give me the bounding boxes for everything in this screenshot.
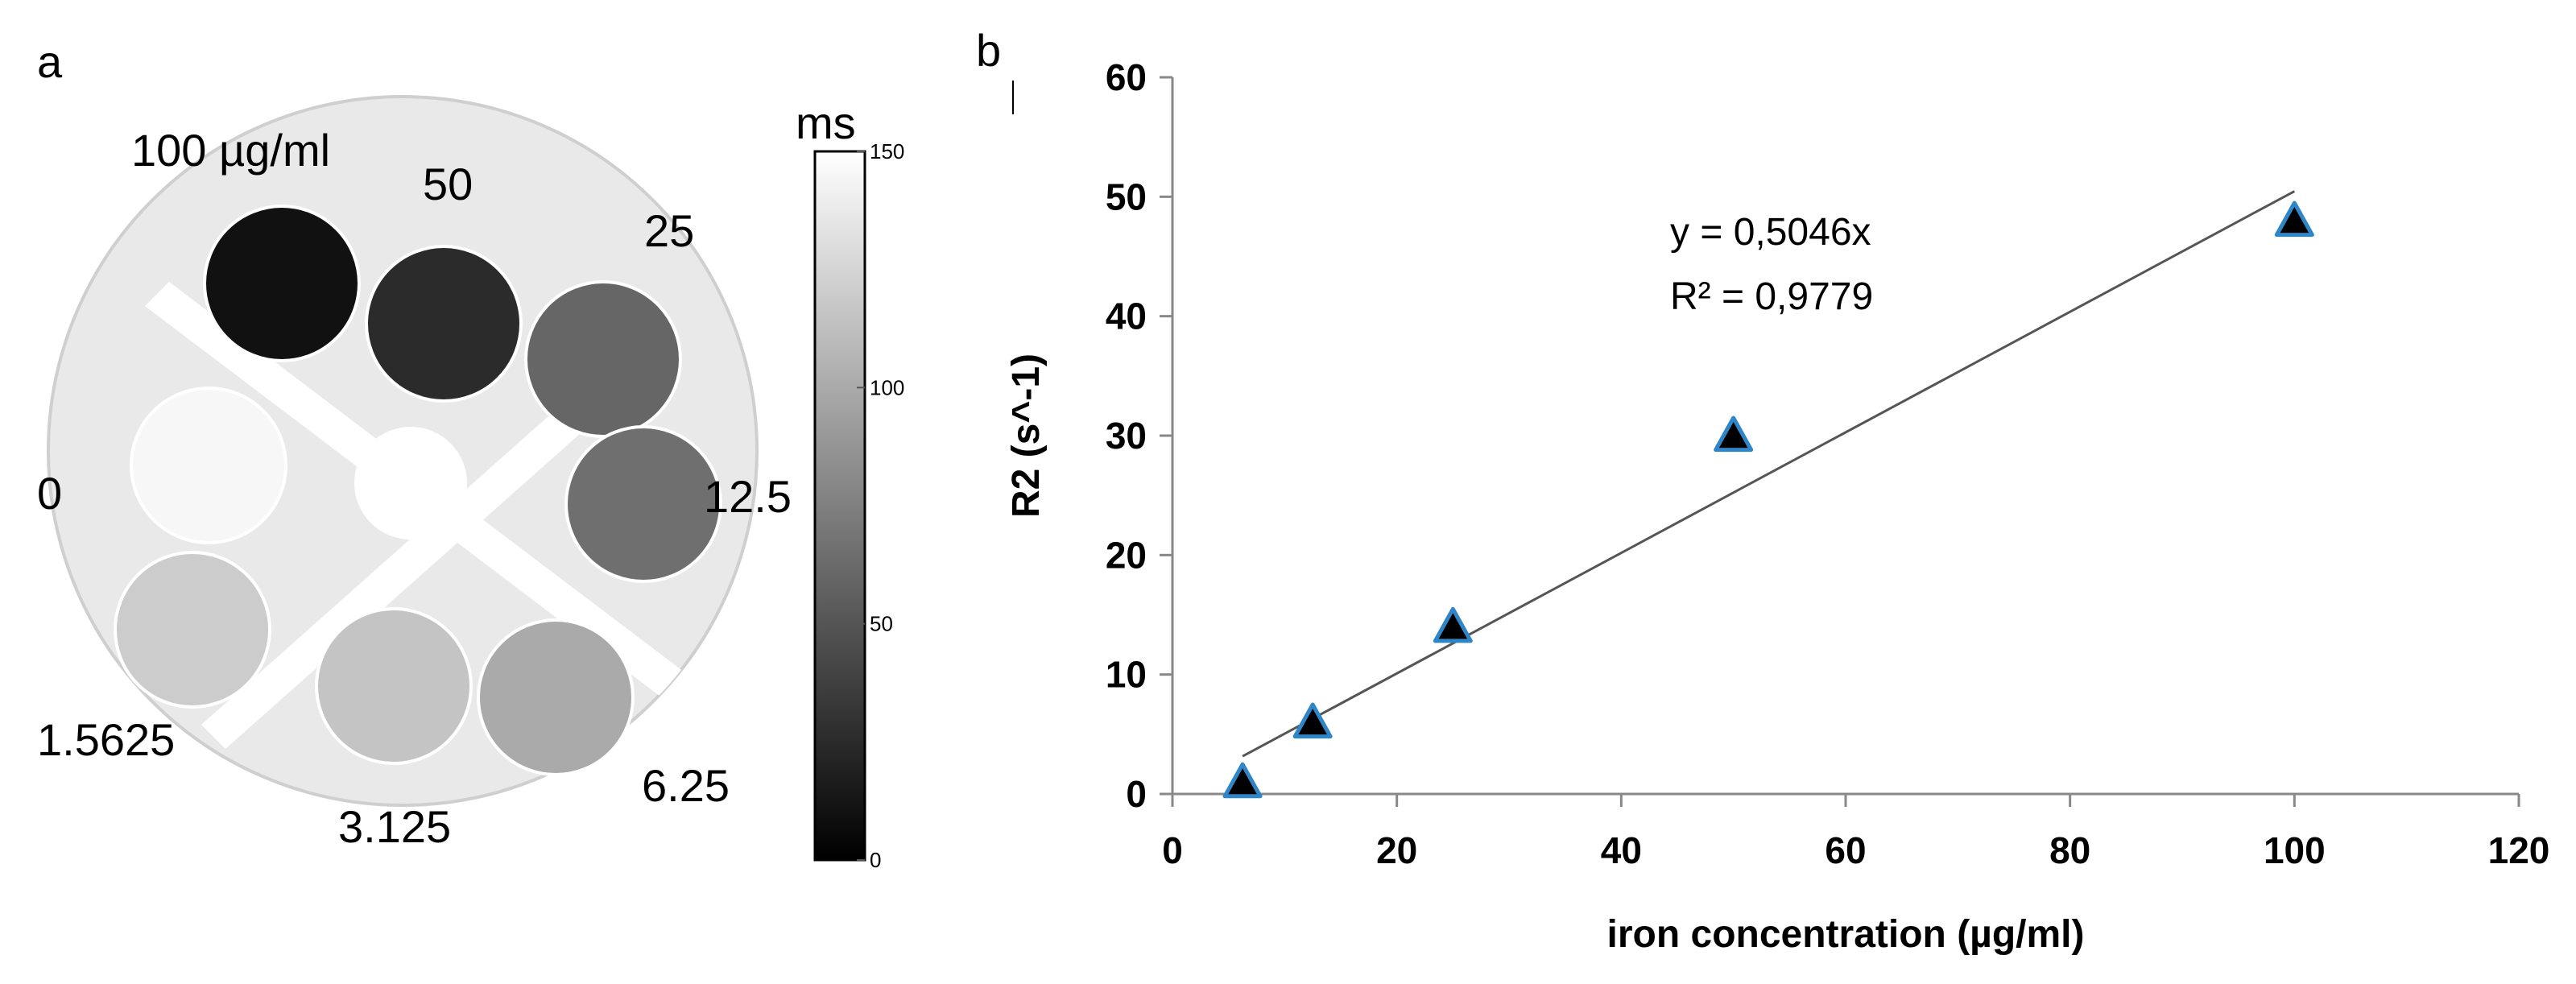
y-tick-label: 10 [1106,654,1147,696]
trendline-group [1242,190,2296,758]
x-tick-label: 40 [1601,829,1642,871]
x-axis-title: iron concentration (µg/ml) [1607,913,2085,956]
trendline [1242,190,2296,758]
colorbar-tick-label: 50 [870,612,893,636]
conc-label-12-5: 12.5 [704,471,792,522]
x-tick-label: 80 [2049,829,2090,871]
phantom-disc [47,95,759,807]
conc-label-0: 0 [37,468,62,519]
x-tick-label: 60 [1825,829,1866,871]
y-tick-label: 30 [1106,415,1147,457]
x-tick-label: 120 [2488,829,2550,871]
well-1-5625 [114,551,271,709]
separator-bar-cross [201,403,588,749]
y-tick-label: 0 [1126,773,1147,815]
panel-b: b 0 10 20 30 40 50 60 0 20 40 60 80 100 120 y = 0,50… [976,25,2549,956]
conc-label-25: 25 [644,205,694,256]
x-ticks: 0 20 40 60 80 100 120 [1162,794,2549,871]
colorbar-gradient [813,150,866,862]
x-tick-label: 0 [1162,829,1183,871]
conc-label-1-5625: 1.5625 [37,714,175,765]
x-tick-label: 100 [2264,829,2326,871]
colorbar-tick-label: 150 [870,139,904,163]
data-points [1222,201,2314,799]
panel-b-label: b [976,25,1001,76]
panel-a-label: a [37,36,63,87]
colorbar-ticks: 150 100 50 0 [857,139,904,872]
colorbar-tick-label: 100 [870,375,904,399]
data-point-triangle [2274,201,2314,238]
well-50 [365,245,523,403]
well-0 [130,387,287,544]
data-point-triangle [1433,606,1473,643]
conc-label-6-25: 6.25 [642,760,730,811]
well-25 [524,280,682,438]
data-point-triangle [1222,762,1263,799]
well-100 [203,205,361,362]
data-point-triangle [1714,416,1754,453]
colorbar-tick-label: 0 [870,848,881,872]
panel-a: a 100 µg/ml 50 25 12.5 6.25 3.125 [37,36,904,872]
conc-label-50: 50 [423,159,473,209]
well-3-125 [315,607,473,765]
well-6-25 [477,618,635,776]
conc-label-3-125: 3.125 [338,801,451,852]
well-12-5 [564,425,722,583]
y-tick-label: 20 [1106,534,1147,576]
conc-label-100: 100 µg/ml [131,125,330,176]
y-tick-label: 40 [1106,296,1147,337]
r-squared-label: R² = 0,9779 [1670,275,1873,318]
data-point-triangle [1292,702,1333,739]
y-ticks: 0 10 20 30 40 50 60 [1106,56,1172,815]
center-hub [354,427,467,540]
equation-label: y = 0,5046x [1670,211,1871,254]
x-tick-label: 20 [1376,829,1417,871]
colorbar-unit: ms [796,97,856,148]
y-axis-title: R2 (s^-1) [1005,353,1048,518]
y-tick-label: 60 [1106,56,1147,98]
y-tick-label: 50 [1106,176,1147,217]
colorbar: ms 150 100 50 0 [796,97,904,872]
